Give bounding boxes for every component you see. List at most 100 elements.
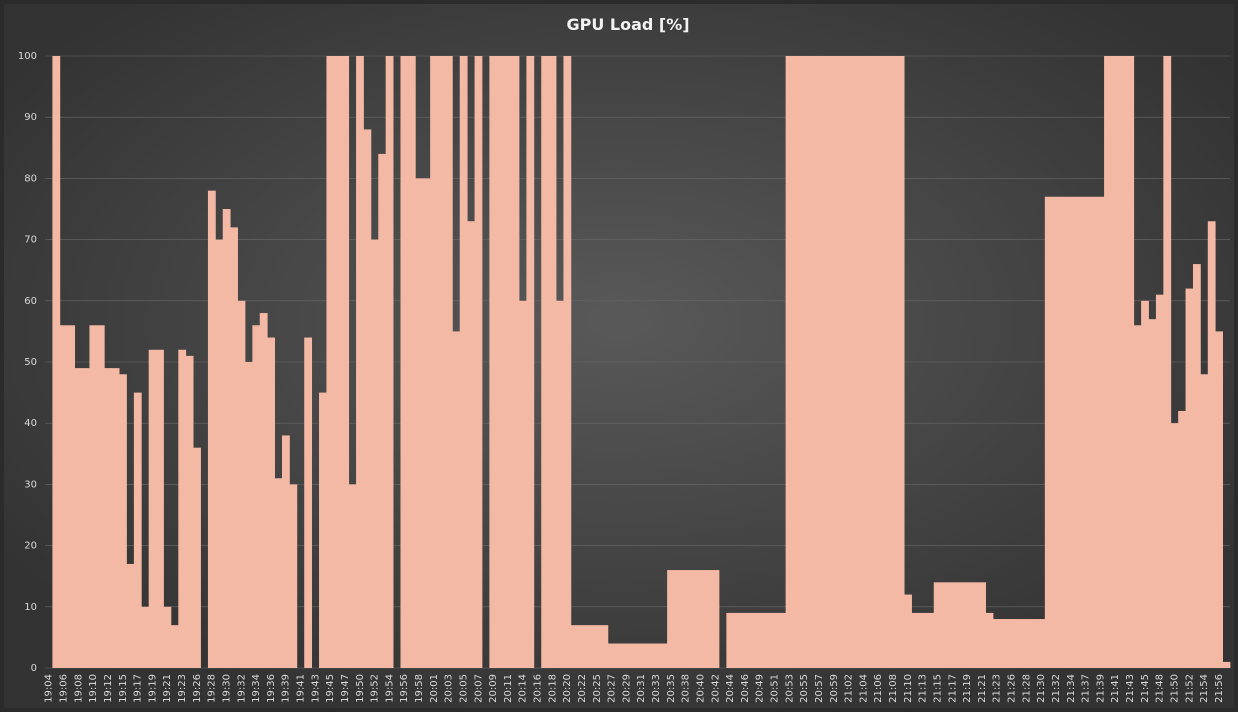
x-tick-label: 20:03	[444, 674, 455, 703]
bar	[89, 325, 98, 668]
x-tick-label: 21:23	[992, 674, 1003, 703]
bar	[1015, 619, 1024, 668]
bar	[600, 625, 609, 668]
bar	[844, 56, 853, 668]
bar	[704, 570, 712, 668]
x-tick-label: 19:21	[162, 674, 173, 703]
bar	[993, 619, 1001, 668]
x-tick-label: 21:21	[977, 674, 988, 703]
bar	[511, 56, 520, 668]
bar	[1104, 56, 1112, 668]
bar	[185, 355, 194, 668]
x-tick-label: 21:43	[1125, 674, 1136, 703]
bar	[563, 56, 572, 668]
bar	[1089, 196, 1098, 668]
x-tick-label: 21:30	[1036, 674, 1047, 703]
x-tick-label: 19:52	[370, 674, 381, 703]
x-tick-label: 20:29	[621, 674, 632, 703]
x-tick-label: 20:14	[518, 674, 529, 703]
x-tick-label: 20:44	[725, 674, 736, 703]
bar	[807, 56, 816, 668]
bar	[1222, 661, 1231, 668]
bar	[948, 582, 957, 668]
bar	[319, 392, 327, 668]
x-tick-label: 21:52	[1184, 674, 1195, 703]
bar	[1170, 423, 1179, 668]
bar	[1192, 264, 1201, 668]
bar	[1074, 196, 1083, 668]
bar	[1067, 196, 1075, 668]
x-tick-label: 20:57	[814, 674, 825, 703]
bar	[748, 612, 757, 668]
bar	[1044, 196, 1053, 668]
bar	[1133, 325, 1142, 668]
bar	[970, 582, 979, 668]
x-tick-label: 20:22	[577, 674, 588, 703]
x-tick-label: 19:30	[221, 674, 232, 703]
bar	[126, 563, 135, 668]
bar	[400, 56, 409, 668]
x-tick-label: 20:51	[770, 674, 781, 703]
bar	[667, 570, 675, 668]
bar	[785, 56, 794, 668]
bar	[474, 56, 483, 668]
x-tick-label: 19:41	[296, 674, 307, 703]
bar	[526, 56, 535, 668]
bar	[504, 56, 512, 668]
x-tick-label: 20:05	[458, 674, 469, 703]
bar	[763, 612, 772, 668]
x-tick-label: 20:35	[666, 674, 677, 703]
x-tick-label: 20:09	[488, 674, 499, 703]
bar	[1081, 196, 1090, 668]
x-tick-label: 21:54	[1199, 674, 1210, 703]
x-tick-label: 19:39	[281, 674, 292, 703]
bar	[444, 56, 453, 668]
x-tick-label: 19:17	[133, 674, 144, 703]
bar	[644, 643, 653, 668]
bar	[104, 368, 113, 668]
bar	[452, 331, 461, 668]
x-tick-label: 21:02	[844, 674, 855, 703]
bar	[170, 625, 179, 668]
bar	[230, 227, 238, 669]
x-tick-label: 20:40	[695, 674, 706, 703]
x-tick-label: 21:41	[1110, 674, 1121, 703]
bar	[889, 56, 898, 668]
y-tick-label: 0	[31, 663, 37, 674]
y-tick-label: 20	[24, 541, 37, 552]
bar	[689, 570, 698, 668]
bar	[1007, 619, 1016, 668]
bar	[1096, 196, 1105, 668]
x-tick-label: 20:49	[755, 674, 766, 703]
bar	[941, 582, 949, 668]
x-tick-label: 20:27	[607, 674, 618, 703]
x-tick-label: 21:10	[903, 674, 914, 703]
bar	[348, 484, 357, 668]
bar	[274, 478, 283, 668]
bar	[556, 300, 564, 668]
x-tick-label: 21:13	[918, 674, 929, 703]
bar	[637, 643, 646, 668]
x-tick-label: 20:31	[636, 674, 647, 703]
bar	[593, 625, 601, 668]
bar	[156, 349, 164, 668]
y-tick-label: 10	[24, 602, 37, 613]
x-tick-label: 20:07	[473, 674, 484, 703]
bar	[815, 56, 824, 668]
bar	[237, 300, 246, 668]
x-tick-label: 21:56	[1214, 674, 1225, 703]
bar	[548, 56, 557, 668]
bar	[733, 612, 742, 668]
x-tick-label: 19:43	[310, 674, 321, 703]
bar	[1111, 56, 1120, 668]
bar	[978, 582, 986, 668]
bar	[1215, 331, 1223, 668]
bar	[326, 56, 335, 668]
bar	[1059, 196, 1068, 668]
bar	[96, 325, 105, 668]
bar	[385, 56, 394, 668]
bar	[415, 178, 424, 668]
y-tick-label: 90	[24, 112, 37, 123]
x-tick-label: 19:47	[340, 674, 351, 703]
y-tick-label: 40	[24, 418, 37, 429]
